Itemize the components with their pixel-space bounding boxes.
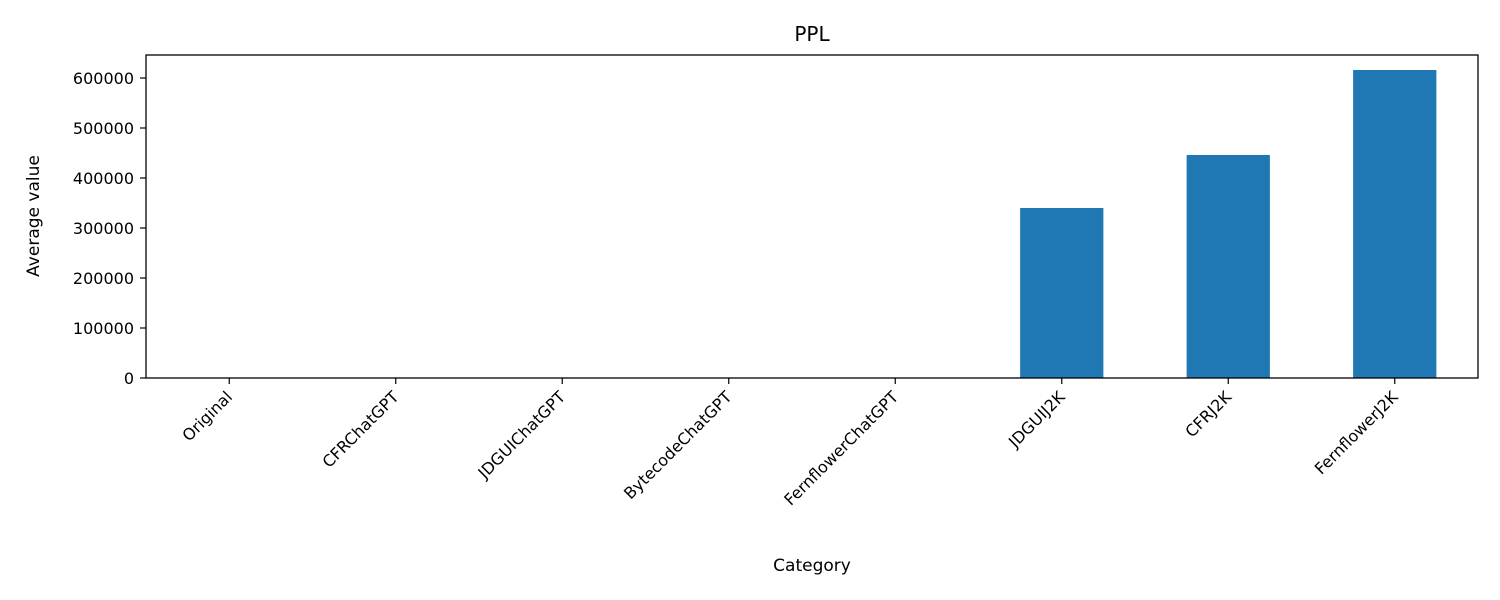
y-axis-label: Average value	[24, 155, 44, 277]
y-tick-label: 100000	[73, 319, 134, 338]
y-tick-label: 500000	[73, 119, 134, 138]
x-tick-label: Original	[178, 387, 236, 445]
x-tick-label: FernflowerJ2K	[1311, 387, 1402, 478]
bar-jdguij2k	[1020, 208, 1104, 378]
x-tick-label: CFRJ2K	[1181, 387, 1235, 441]
y-tick-label: 300000	[73, 219, 134, 238]
bar-cfrj2k	[1186, 155, 1270, 378]
x-tick-label: BytecodeChatGPT	[620, 387, 736, 503]
chart-title: PPL	[794, 22, 830, 46]
y-tick-label: 0	[124, 369, 134, 388]
x-tick-label: FernflowerChatGPT	[780, 387, 902, 509]
plot-frame	[145, 54, 1479, 379]
y-axis: 0 100000 200000 300000 400000 500000 600000	[73, 69, 146, 388]
y-tick-label: 200000	[73, 269, 134, 288]
x-axis-label: Category	[773, 556, 851, 576]
x-tick-label: JDGUIChatGPT	[474, 387, 570, 483]
bar-fernflowerj2k	[1353, 70, 1437, 378]
bars-group	[1020, 70, 1437, 378]
x-axis: Original CFRChatGPT JDGUIChatGPT BytecodeCh…	[178, 378, 1402, 509]
x-tick-label: CFRChatGPT	[318, 387, 402, 471]
y-tick-label: 600000	[73, 69, 134, 88]
x-tick-label: JDGUIJ2K	[1004, 387, 1069, 452]
y-tick-label: 400000	[73, 169, 134, 188]
